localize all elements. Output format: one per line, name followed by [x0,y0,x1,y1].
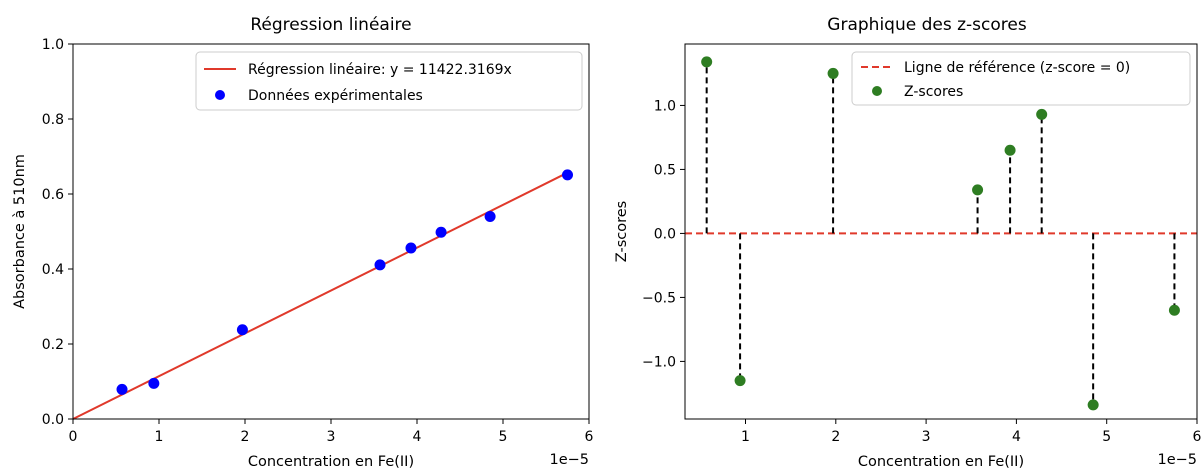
regression-legend-line-label: Régression linéaire: y = 11422.3169x [248,62,512,78]
y-tick-label: 0.0 [42,412,64,428]
y-tick-label: 0.0 [654,226,676,242]
y-tick-label: −0.5 [642,290,676,306]
x-tick-label: 2 [831,429,840,445]
zscore-legend-point-label: Z-scores [904,84,963,100]
regression-x-offset-label: 1e−5 [549,452,589,468]
data-point [374,259,386,271]
regression-chart-title: Régression linéaire [250,15,411,35]
x-tick-label: 3 [922,429,931,445]
zscore-plot-frame [684,43,1198,420]
regression-legend-point-swatch [215,90,225,100]
y-tick-label: 0.8 [42,112,64,128]
zscore-point [1087,399,1099,411]
regression-chart: Régression linéaire 0 1 2 3 4 5 6 0.0 0.2 0.4 0.6 0… [12,15,594,470]
x-tick-label: 6 [1193,429,1202,445]
zscore-legend-point-swatch [872,86,882,96]
data-point [562,169,573,181]
x-tick-label: 3 [327,429,336,445]
y-tick-label: 0.6 [42,187,64,203]
zscore-point [734,375,746,387]
data-point [435,226,447,238]
x-tick-label: 6 [585,429,594,445]
zscore-point [1168,304,1180,316]
zscore-point [1036,108,1048,120]
x-tick-label: 0 [69,429,78,445]
x-tick-label: 1 [155,429,164,445]
x-tick-label: 5 [499,429,508,445]
regression-y-axis-label: Absorbance à 510nm [12,154,28,309]
zscore-legend-line-label: Ligne de référence (z-score = 0) [904,60,1130,76]
x-tick-label: 4 [413,429,422,445]
x-tick-label: 1 [741,429,750,445]
x-tick-label: 5 [1102,429,1111,445]
x-tick-label: 2 [241,429,250,445]
zscore-chart: Graphique des z-scores 1 2 3 4 5 6 −1.0 −0.5 0.0… [614,15,1202,470]
zscore-x-axis-label: Concentration en Fe(II) [858,454,1024,470]
regression-legend: Régression linéaire: y = 11422.3169x Don… [195,51,583,111]
zscore-y-axis-label: Z-scores [614,201,630,262]
y-tick-label: 0.5 [654,162,676,178]
data-point [148,377,160,389]
zscore-x-offset-label: 1e−5 [1157,452,1197,468]
data-point [405,242,417,254]
y-tick-label: 0.2 [42,337,64,353]
zscore-point [827,67,839,79]
zscore-legend: Ligne de référence (z-score = 0) Z-score… [851,51,1191,106]
regression-legend-point-label: Données expérimentales [248,88,423,104]
zscore-point [1004,144,1016,156]
data-point [116,383,128,395]
regression-x-axis-label: Concentration en Fe(II) [248,454,414,470]
zscore-point [701,56,713,68]
zscore-chart-title: Graphique des z-scores [827,15,1027,35]
regression-line [72,171,568,420]
x-tick-label: 4 [1012,429,1021,445]
data-point [484,211,496,222]
y-tick-label: 1.0 [654,98,676,114]
y-tick-label: 0.4 [42,262,64,278]
y-tick-label: −1.0 [642,354,676,370]
y-tick-label: 1.0 [42,37,64,53]
data-point [236,324,248,336]
zscore-point [972,184,984,196]
